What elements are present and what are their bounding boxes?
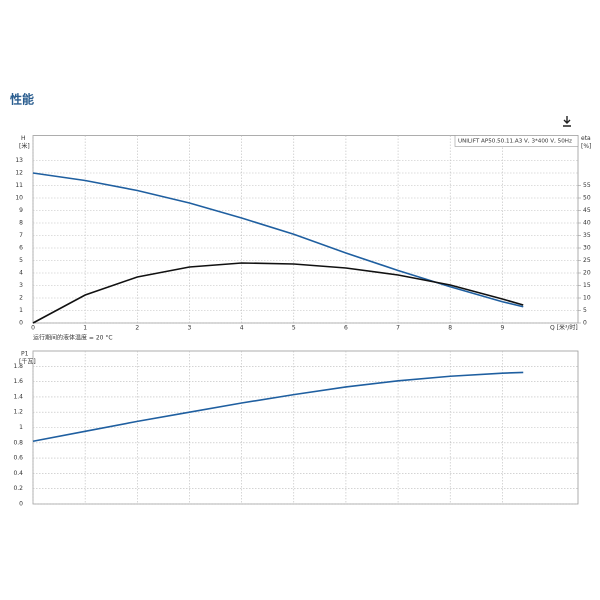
y-axis-unit: [千瓦] — [19, 358, 36, 366]
y-tick-label: 0.2 — [13, 485, 23, 492]
x-tick-label: 9 — [500, 325, 504, 332]
y-tick-label: 1 — [19, 307, 23, 314]
y-tick-label: 0.8 — [13, 439, 23, 446]
x-tick-label: 5 — [292, 325, 296, 332]
y-tick-label: 0.6 — [13, 455, 23, 462]
y-tick-label: 1 — [19, 424, 23, 431]
y2-tick-label: 45 — [583, 207, 591, 214]
x-tick-label: 8 — [448, 325, 452, 332]
y2-axis-label: eta — [581, 135, 591, 142]
y2-tick-label: 20 — [583, 270, 591, 277]
y-tick-label: 3 — [19, 282, 23, 289]
note: 运行期间的液体温度 = 20 °C — [33, 334, 113, 342]
y-axis-unit: [米] — [19, 142, 30, 150]
download-icon[interactable] — [563, 116, 571, 127]
y-tick-label: 1.8 — [13, 363, 23, 370]
x-tick-label: 6 — [344, 325, 348, 332]
y2-tick-label: 5 — [583, 307, 587, 314]
y-tick-label: 4 — [19, 270, 23, 277]
y-tick-label: 5 — [19, 257, 23, 264]
series-line — [32, 262, 524, 324]
y2-tick-label: 15 — [583, 282, 591, 289]
y-tick-label: 8 — [19, 220, 23, 227]
series-line — [32, 172, 524, 308]
legend-box — [454, 135, 579, 147]
x-tick-label: 2 — [135, 325, 139, 332]
y2-tick-label: 25 — [583, 257, 591, 264]
x-tick-label: 0 — [31, 325, 35, 332]
y-tick-label: 12 — [15, 170, 23, 177]
y-tick-label: 13 — [15, 157, 23, 164]
series-line — [32, 371, 524, 443]
y-tick-label: 2 — [19, 295, 23, 302]
y-tick-label: 1.4 — [13, 393, 23, 400]
y2-tick-label: 35 — [583, 232, 591, 239]
y2-tick-label: 0 — [583, 320, 587, 327]
y-tick-label: 0.4 — [13, 470, 23, 477]
y-tick-label: 1.6 — [13, 378, 23, 385]
y-tick-label: 1.2 — [13, 409, 23, 416]
y-tick-label: 6 — [19, 245, 23, 252]
y-tick-label: 0 — [19, 501, 23, 508]
y2-tick-label: 10 — [583, 295, 591, 302]
y-tick-label: 0 — [19, 320, 23, 327]
y2-axis-unit: [%] — [581, 143, 591, 150]
y-tick-label: 10 — [15, 195, 23, 202]
y2-tick-label: 55 — [583, 182, 591, 189]
x-tick-label: 7 — [396, 325, 400, 332]
x-tick-label: 1 — [83, 325, 87, 332]
page-title: 性能 — [9, 92, 34, 107]
plot-frame — [32, 135, 579, 324]
y2-tick-label: 30 — [583, 245, 591, 252]
y-tick-label: 9 — [19, 207, 23, 214]
y2-tick-label: 40 — [583, 220, 591, 227]
x-tick-label: 4 — [240, 325, 244, 332]
legend-text: UNILIFT AP50.50.11.A3 V, 3*400 V, 50Hz — [458, 139, 572, 145]
x-axis-label: Q [米³/时] — [550, 324, 578, 332]
y-axis-label: P1 — [21, 351, 29, 358]
y-axis-label: H — [21, 135, 26, 142]
y2-tick-label: 50 — [583, 195, 591, 202]
y-tick-label: 7 — [19, 232, 23, 239]
x-tick-label: 3 — [188, 325, 192, 332]
y-tick-label: 11 — [15, 182, 23, 189]
